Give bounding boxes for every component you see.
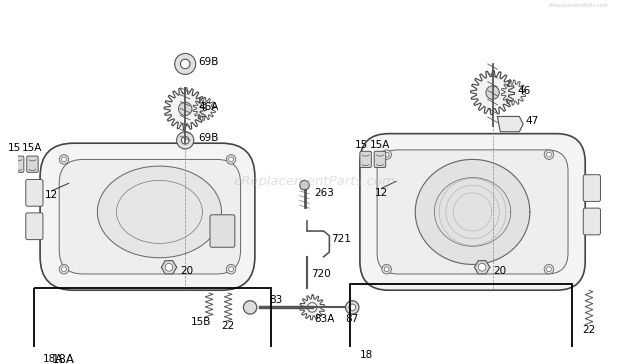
Text: 15A: 15A [370, 140, 390, 150]
Circle shape [59, 264, 69, 274]
Circle shape [229, 267, 233, 272]
Polygon shape [415, 159, 530, 264]
Text: 20: 20 [494, 266, 507, 276]
Circle shape [547, 267, 551, 272]
Text: 720: 720 [311, 269, 331, 279]
Text: 69B: 69B [198, 57, 219, 67]
Circle shape [182, 136, 189, 144]
FancyBboxPatch shape [377, 150, 568, 274]
Circle shape [166, 264, 172, 271]
Circle shape [299, 181, 309, 190]
Text: 83A: 83A [314, 314, 334, 324]
Polygon shape [97, 166, 221, 258]
Circle shape [479, 264, 485, 271]
FancyBboxPatch shape [27, 156, 38, 172]
FancyBboxPatch shape [26, 213, 43, 240]
FancyBboxPatch shape [59, 159, 241, 274]
Circle shape [177, 132, 194, 149]
Circle shape [175, 54, 196, 75]
Text: 12: 12 [45, 190, 58, 200]
Text: 18: 18 [360, 350, 373, 360]
Circle shape [382, 264, 391, 274]
Circle shape [547, 152, 551, 157]
Circle shape [382, 150, 391, 159]
Polygon shape [501, 80, 526, 105]
Circle shape [244, 301, 257, 314]
Polygon shape [300, 295, 324, 320]
FancyBboxPatch shape [12, 156, 24, 172]
Circle shape [544, 150, 554, 159]
Circle shape [180, 59, 190, 69]
Circle shape [486, 86, 499, 99]
Circle shape [59, 155, 69, 164]
Text: 69B: 69B [198, 134, 219, 143]
FancyBboxPatch shape [583, 208, 601, 235]
Circle shape [229, 157, 233, 162]
Circle shape [478, 264, 486, 271]
Polygon shape [193, 98, 216, 120]
Polygon shape [474, 261, 490, 274]
Text: 721: 721 [331, 234, 351, 244]
Bar [350, 284, 572, 364]
FancyBboxPatch shape [40, 143, 255, 290]
Circle shape [226, 155, 236, 164]
Text: 22: 22 [582, 325, 596, 335]
Polygon shape [161, 261, 177, 274]
Polygon shape [164, 88, 206, 130]
Text: 20: 20 [180, 266, 193, 276]
Text: 15: 15 [7, 143, 21, 153]
Circle shape [165, 264, 173, 271]
FancyBboxPatch shape [360, 151, 371, 167]
FancyBboxPatch shape [374, 151, 386, 167]
Text: 12: 12 [375, 188, 388, 198]
Text: 263: 263 [314, 188, 334, 198]
Bar [34, 288, 271, 364]
Circle shape [384, 152, 389, 157]
Text: 18A: 18A [51, 353, 74, 364]
Text: 15A: 15A [22, 143, 43, 153]
Text: eReplacementParts.com: eReplacementParts.com [233, 175, 395, 188]
FancyBboxPatch shape [360, 134, 585, 290]
Bar [356, 348, 377, 362]
Text: 83: 83 [269, 295, 283, 305]
Text: 87: 87 [345, 314, 359, 324]
Text: 15: 15 [355, 140, 368, 150]
Circle shape [544, 264, 554, 274]
Text: 46A: 46A [198, 102, 219, 112]
Circle shape [384, 267, 389, 272]
FancyBboxPatch shape [583, 175, 601, 201]
Text: 47: 47 [525, 116, 538, 126]
Bar [39, 351, 66, 364]
Circle shape [226, 264, 236, 274]
FancyBboxPatch shape [26, 179, 43, 206]
Circle shape [61, 157, 66, 162]
Text: 15B: 15B [191, 317, 211, 327]
Text: 46: 46 [518, 86, 531, 96]
Circle shape [308, 302, 317, 312]
Circle shape [349, 304, 356, 311]
Circle shape [61, 267, 66, 272]
FancyBboxPatch shape [210, 215, 235, 247]
Text: eReplacementParts.com: eReplacementParts.com [549, 3, 608, 8]
Polygon shape [497, 116, 523, 132]
Polygon shape [471, 71, 515, 115]
Circle shape [179, 102, 192, 115]
Text: 18A: 18A [42, 354, 63, 364]
Text: 22: 22 [221, 321, 235, 332]
Circle shape [345, 301, 359, 314]
